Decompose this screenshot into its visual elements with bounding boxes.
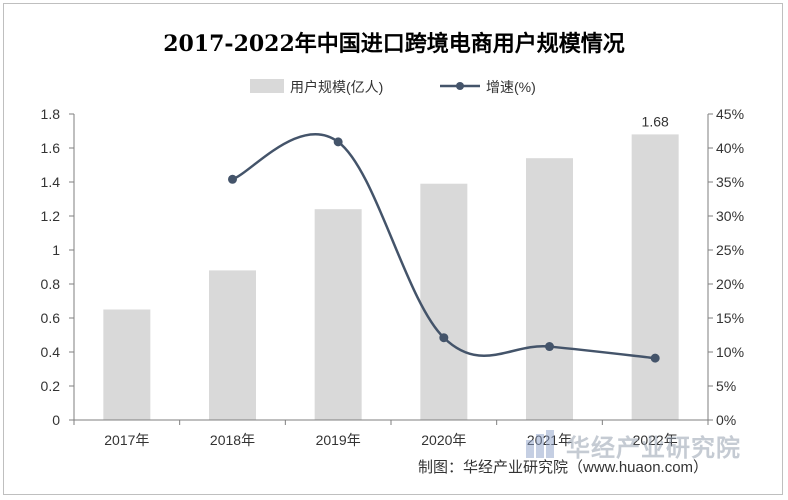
bar-1 [209,270,256,420]
y-left-tick-label-7: 1.4 [41,174,61,190]
y-right-tick-label-7: 35% [716,174,744,190]
y-right-tick-label-6: 30% [716,208,744,224]
x-tick-label-0: 2017年 [104,432,149,448]
y-right-tick-label-4: 20% [716,276,744,292]
y-right-tick-label-1: 5% [716,378,736,394]
legend-bar-swatch [250,79,284,93]
growth-point-1 [228,174,237,184]
growth-point-3 [439,333,449,343]
bar-data-label-5: 1.68 [642,113,669,129]
legend-label-line: 增速(%) [486,79,536,95]
bar-0 [103,309,151,420]
legend-label-bar: 用户规模(亿人) [290,79,384,95]
x-tick-label-1: 2018年 [210,432,255,448]
watermark-text: 华经产业研究院 [566,435,741,462]
legend-line-swatch [440,82,480,90]
bar-5 [631,134,679,420]
source-note: 制图：华经产业研究院（www.huaon.com） [418,459,709,476]
y-right-tick-label-2: 10% [716,344,744,360]
y-right-tick-label-3: 15% [716,310,744,326]
y-right-tick-label-9: 45% [716,106,744,122]
watermark: 华经产业研究院 [526,424,766,462]
chart-title: 2017-2022年中国进口跨境电商用户规模情况 [163,31,625,57]
y-left-tick-label-8: 1.6 [41,140,61,156]
x-tick-label-5: 2022年 [633,432,678,448]
bar-3 [420,183,468,420]
y-left-tick-label-2: 0.4 [41,344,61,360]
y-left-tick-label-1: 0.2 [41,378,61,394]
x-tick-label-3: 2020年 [421,432,466,448]
y-left-tick-label-9: 1.8 [41,106,61,122]
watermark-logo [526,430,554,458]
y-left-tick-label-6: 1.2 [41,208,61,224]
y-right-tick-label-5: 25% [716,242,744,258]
bar-2 [314,209,362,420]
y-right-tick-label-8: 40% [716,140,744,156]
bar-4 [526,158,573,420]
y-left-tick-label-0: 0 [52,412,60,428]
y-left-tick-label-3: 0.6 [41,310,61,326]
x-tick-label-2: 2019年 [316,432,361,448]
growth-point-2 [333,137,343,147]
growth-point-4 [545,342,554,352]
y-left-tick-label-5: 1 [52,242,60,258]
y-right-tick-label-0: 0% [716,412,736,428]
growth-point-5 [650,353,660,363]
growth-line [232,133,656,360]
y-left-tick-label-4: 0.8 [41,276,61,292]
